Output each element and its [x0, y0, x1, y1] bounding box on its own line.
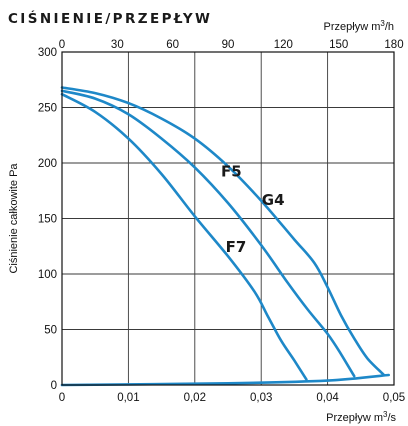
x-top-tick-label: 150 [329, 39, 348, 51]
y-tick-label: 200 [38, 158, 57, 170]
y-tick-label: 0 [51, 380, 57, 392]
y-tick-label: 50 [44, 325, 57, 337]
x-top-tick-label: 30 [111, 39, 124, 51]
plot-frame [61, 51, 395, 386]
x-bottom-tick-label: 0,02 [184, 392, 206, 404]
y-tick-label: 250 [38, 103, 57, 115]
y-tick-label: 100 [38, 269, 57, 281]
curve-label-f7: F7 [226, 238, 247, 256]
x-bottom-tick-label: 0,01 [117, 392, 139, 404]
x-bottom-tick-label: 0 [59, 392, 65, 404]
curve-label-f5: F5 [221, 162, 242, 180]
x-bottom-tick-label: 0,04 [316, 392, 339, 404]
series-f7 [60, 92, 308, 381]
x-top-tick-label: 60 [166, 39, 179, 51]
x-top-tick-label: 120 [274, 39, 293, 51]
curve-labels: G4 F5 F7 [221, 162, 285, 255]
x-bottom-tick-label: 0,03 [250, 392, 272, 404]
y-axis-label: Ciśnienie całkowite Pa [8, 163, 20, 274]
x-top-axis-label: Przepływ m3/h [324, 19, 394, 33]
x-top-tick-label: 180 [384, 39, 403, 51]
grid-lines [62, 52, 394, 385]
chart-title: CIŚNIENIE/PRZEPŁYW [8, 9, 212, 27]
series-f5 [60, 89, 356, 378]
x-top-tick-label: 90 [222, 39, 235, 51]
y-tick-label: 150 [38, 214, 57, 226]
y-tick-label: 300 [38, 47, 57, 59]
series-baseline [60, 373, 390, 387]
x-bottom-axis-label: Przepływ m3/s [326, 410, 396, 424]
x-bottom-tick-label: 0,05 [383, 392, 405, 404]
curve-label-g4: G4 [262, 191, 285, 209]
series-g4 [60, 86, 386, 377]
series-lines [60, 86, 390, 387]
x-top-tick-label: 0 [59, 39, 65, 51]
